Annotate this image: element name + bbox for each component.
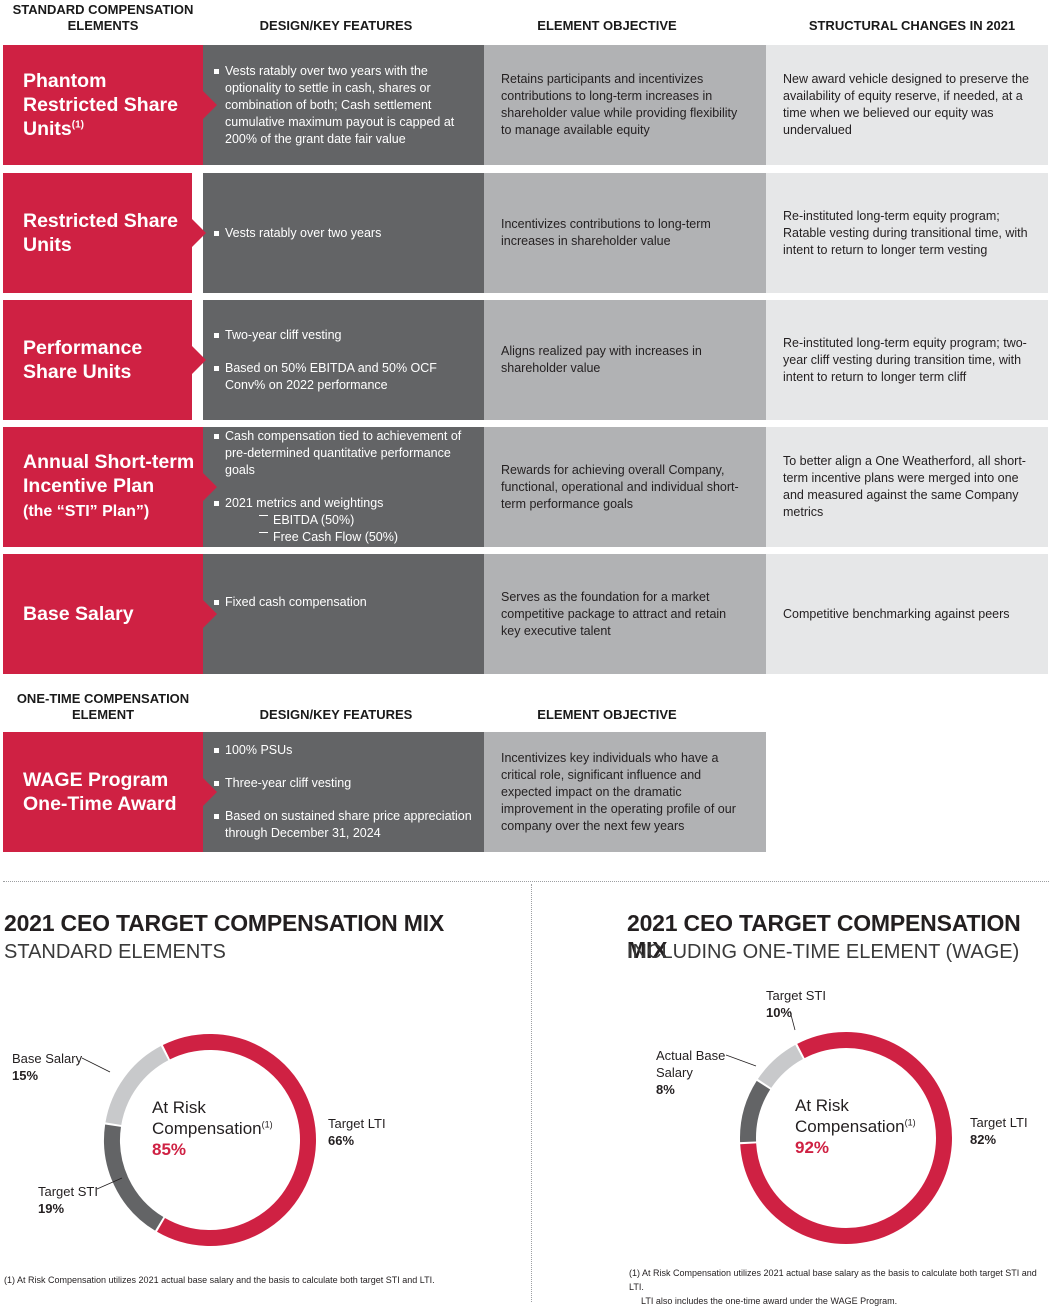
structural-changes: Re-instituted long-term equity program; … — [766, 173, 1048, 293]
feature-bullet: 100% PSUs — [213, 742, 472, 759]
design-features: Vests ratably over two years with the op… — [203, 45, 484, 165]
donut-slice-target-sti — [740, 1080, 771, 1143]
mix2-center-label: At Risk Compensation(1) 92% — [795, 1096, 916, 1157]
design-features: Cash compensation tied to achievement of… — [203, 427, 484, 547]
element-name: Phantom Restricted Share Units(1) — [3, 45, 217, 165]
design-features: Vests ratably over two years — [203, 173, 484, 293]
donut-slice-base-salary — [105, 1046, 169, 1126]
feature-bullet: Vests ratably over two years with the op… — [213, 63, 472, 148]
feature-bullet: Vests ratably over two years — [213, 225, 472, 242]
mix1-donut-chart — [104, 1034, 316, 1246]
mix2-title: 2021 CEO TARGET COMPENSATION MIX — [627, 910, 1021, 963]
arrow-notch — [192, 219, 206, 247]
mix1-label-target-lti: Target LTI 66% — [328, 1116, 386, 1148]
structural-changes: Re-instituted long-term equity program; … — [766, 300, 1048, 420]
element-objective: Serves as the foundation for a market co… — [484, 554, 766, 674]
feature-bullet: Cash compensation tied to achievement of… — [213, 428, 472, 479]
element-name: Base Salary — [3, 554, 217, 674]
leader-line-base — [725, 1054, 757, 1067]
feature-bullet: Based on sustained share price appreciat… — [213, 808, 472, 842]
design-features: Fixed cash compensation — [203, 554, 484, 674]
header-design-features-2: DESIGN/KEY FEATURES — [259, 707, 413, 722]
design-features: Two-year cliff vesting Based on 50% EBIT… — [203, 300, 484, 420]
donut-slice-actual-base-salary — [757, 1044, 804, 1089]
mix2-donut-chart — [740, 1032, 952, 1244]
mix2-label-base-salary: Actual Base Salary 8% — [656, 1048, 726, 1097]
element-name: WAGE Program One-Time Award — [3, 732, 217, 852]
feature-bullet: Two-year cliff vesting — [213, 327, 472, 344]
arrow-notch — [203, 600, 217, 628]
element-objective: Rewards for achieving overall Company, f… — [484, 427, 766, 547]
donut-slice-target-sti — [104, 1124, 164, 1231]
mix1-subtitle: STANDARD ELEMENTS — [4, 941, 226, 963]
element-objective: Aligns realized pay with increases in sh… — [484, 300, 766, 420]
sub-feature: EBITDA (50%) — [213, 512, 472, 529]
arrow-notch — [203, 778, 217, 806]
leader-line-base — [81, 1057, 111, 1073]
element-name: Restricted Share Units — [3, 173, 206, 293]
donut-slice-target-lti — [157, 1034, 316, 1246]
arrow-notch — [192, 346, 206, 374]
leader-line-sti — [789, 1010, 796, 1031]
element-objective: Incentivizes key individuals who have a … — [484, 732, 766, 852]
arrow-notch — [203, 91, 217, 119]
arrow-notch — [203, 473, 217, 501]
header-standard-elements: STANDARD COMPENSATION ELEMENTS — [12, 2, 194, 33]
element-objective: Incentivizes contributions to long-term … — [484, 173, 766, 293]
donut-slice-target-lti — [740, 1032, 952, 1244]
header-one-time-element: ONE-TIME COMPENSATION ELEMENT — [16, 691, 190, 722]
mix1-title: 2021 CEO TARGET COMPENSATION MIX — [4, 910, 445, 936]
structural-changes: New award vehicle designed to preserve t… — [766, 45, 1048, 165]
mix2-footnote: (1) At Risk Compensation utilizes 2021 a… — [629, 1268, 1037, 1306]
mix1-footnote: (1) At Risk Compensation utilizes 2021 a… — [4, 1275, 435, 1285]
mix2-label-target-sti: Target STI 10% — [766, 988, 826, 1020]
element-name: Annual Short-term Incentive Plan (the “ST… — [3, 427, 217, 547]
mix2-center-value: 92% — [795, 1138, 830, 1157]
section-divider — [3, 881, 1049, 882]
column-divider — [531, 884, 532, 1302]
header-element-objective-2: ELEMENT OBJECTIVE — [537, 707, 677, 722]
element-name: Performance Share Units — [3, 300, 206, 420]
element-objective: Retains participants and incentivizes co… — [484, 45, 766, 165]
feature-bullet: 2021 metrics and weightings — [213, 495, 472, 512]
design-features: 100% PSUs Three-year cliff vesting Based… — [203, 732, 484, 852]
header-element-objective: ELEMENT OBJECTIVE — [537, 18, 677, 33]
structural-changes: To better align a One Weatherford, all s… — [766, 427, 1048, 547]
sub-feature: Free Cash Flow (50%) — [213, 529, 472, 546]
leader-line-sti — [96, 1177, 123, 1190]
mix1-center-value: 85% — [152, 1140, 187, 1159]
header-design-features: DESIGN/KEY FEATURES — [259, 18, 413, 33]
feature-bullet: Based on 50% EBITDA and 50% OCF Conv% on… — [213, 360, 472, 394]
mix2-label-target-lti: Target LTI 82% — [970, 1115, 1028, 1147]
header-structural-changes: STRUCTURAL CHANGES IN 2021 — [808, 18, 1016, 33]
mix1-label-base-salary: Base Salary 15% — [12, 1051, 83, 1083]
structural-changes: Competitive benchmarking against peers — [766, 554, 1048, 674]
mix1-label-target-sti: Target STI 19% — [38, 1184, 98, 1216]
mix2-subtitle: INCLUDING ONE-TIME ELEMENT (WAGE) — [627, 941, 1020, 963]
mix1-center-label: At Risk Compensation(1) 85% — [152, 1098, 273, 1159]
